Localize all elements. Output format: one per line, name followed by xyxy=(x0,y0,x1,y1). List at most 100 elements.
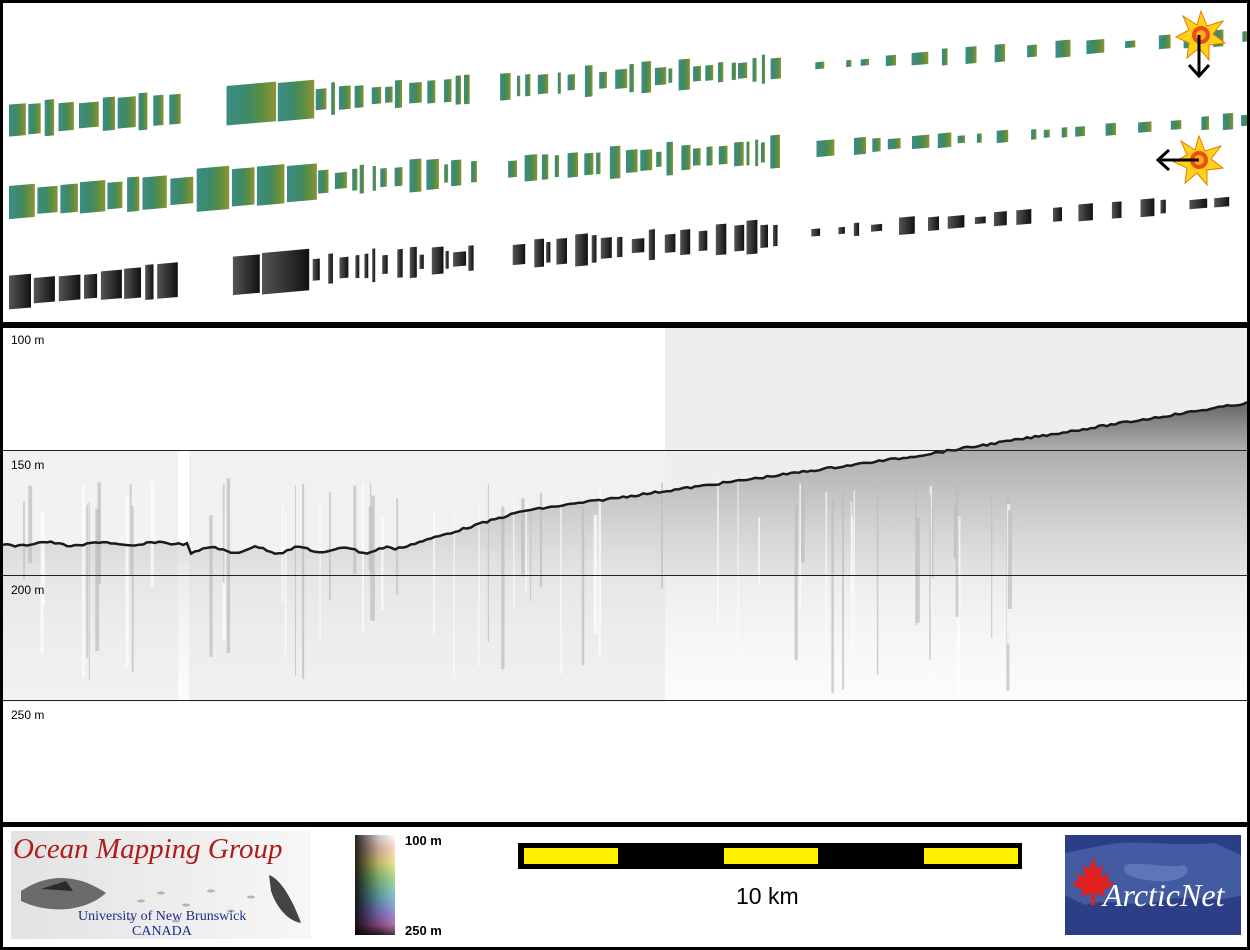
color-swath-patch xyxy=(226,81,277,126)
subbottom-profile-panel: 100 m 150 m 200 m 250 m xyxy=(3,328,1247,822)
color-swath-patch xyxy=(107,181,123,210)
color-swath-patch xyxy=(567,152,578,178)
color-swath-patch xyxy=(656,151,662,168)
color-swath-patch xyxy=(471,160,477,183)
gray-swath-patch xyxy=(124,267,141,300)
color-swath-patch xyxy=(1170,120,1182,130)
gray-swath-patch xyxy=(556,237,568,265)
omg-logo-art xyxy=(21,875,301,923)
color-swath-patch xyxy=(718,61,724,83)
color-swath-patch xyxy=(755,139,759,167)
color-swath-patch xyxy=(584,152,594,176)
gray-swath-patch xyxy=(409,246,417,279)
color-bar-top-label: 100 m xyxy=(405,833,442,848)
color-swath-patch xyxy=(426,158,439,190)
gray-swath-patch xyxy=(1189,198,1208,210)
gray-swath-patch xyxy=(760,224,768,249)
color-swath-patch xyxy=(380,168,387,188)
gray-swath-patch xyxy=(928,216,939,231)
color-swath-patch xyxy=(705,64,714,81)
color-swath-patch xyxy=(854,136,866,155)
color-swath-patch xyxy=(102,96,116,131)
scale-bar xyxy=(518,843,1022,869)
swath-backscatter-gray xyxy=(9,196,1230,310)
color-swath-patch xyxy=(371,86,382,105)
gray-swath-patch xyxy=(157,262,178,299)
color-swath-patch xyxy=(629,63,634,93)
gray-swath-patch xyxy=(773,224,778,247)
gray-swath-patch xyxy=(974,216,986,225)
color-swath-patch xyxy=(693,147,701,166)
color-swath-patch xyxy=(80,180,106,214)
color-swath-patch xyxy=(584,65,593,98)
color-swath-patch xyxy=(738,62,748,79)
sediment-fill xyxy=(3,402,1247,702)
color-swath-patch xyxy=(976,133,982,143)
scale-bar-segment xyxy=(924,848,1018,864)
scale-bar-label: 10 km xyxy=(736,883,799,909)
gray-swath-patch xyxy=(616,236,623,258)
color-swath-patch xyxy=(1027,44,1037,58)
color-swath-patch xyxy=(816,139,835,158)
gray-swath-patch xyxy=(419,254,424,270)
color-swath-patch xyxy=(9,183,35,220)
gray-swath-patch xyxy=(33,276,55,304)
color-swath-patch xyxy=(9,103,26,137)
depth-label-150: 150 m xyxy=(11,458,45,472)
color-swath-patch xyxy=(1158,34,1171,50)
omg-country: CANADA xyxy=(132,924,192,939)
depth-label-100: 100 m xyxy=(11,333,45,347)
color-swath-patch xyxy=(1125,40,1136,49)
color-swath-patch xyxy=(731,62,737,81)
color-swath-patch xyxy=(318,169,329,194)
color-swath-patch xyxy=(1105,122,1116,136)
color-swath-patch xyxy=(937,132,952,149)
color-swath-patch xyxy=(1201,116,1210,131)
gray-swath-patch xyxy=(339,256,349,279)
scale-bar-segment xyxy=(524,848,618,864)
color-swath-patch xyxy=(1241,114,1247,127)
color-swath-patch xyxy=(815,61,825,70)
depth-label-200: 200 m xyxy=(11,583,45,597)
gray-swath-patch xyxy=(947,214,965,229)
color-swath-patch xyxy=(44,99,55,137)
gray-swath-patch xyxy=(853,222,860,237)
swath-map-panel xyxy=(3,3,1247,322)
color-swath-patch xyxy=(525,74,531,97)
depth-gridline xyxy=(3,450,1247,451)
color-swath-patch xyxy=(1086,38,1105,55)
color-swath-patch xyxy=(127,176,140,212)
arrow-left-icon xyxy=(1155,148,1199,172)
depth-color-bar-shade xyxy=(355,835,395,935)
gray-swath-patch xyxy=(575,233,588,267)
gray-swath-patch xyxy=(445,250,449,269)
color-swath-patch xyxy=(60,183,78,214)
gray-swath-patch xyxy=(84,273,98,299)
color-swath-patch xyxy=(1061,127,1068,138)
seafloor-reflector xyxy=(3,400,1247,556)
gray-swath-patch xyxy=(648,229,655,261)
gray-swath-patch xyxy=(698,230,708,252)
color-swath-patch xyxy=(359,164,365,194)
color-swath-patch xyxy=(761,54,766,84)
color-swath-patch xyxy=(37,185,58,214)
color-swath-patch xyxy=(770,57,781,80)
color-swath-patch xyxy=(153,94,164,126)
color-swath-patch xyxy=(1055,39,1071,58)
color-swath-patch xyxy=(994,43,1006,63)
gray-swath-patch xyxy=(9,273,31,310)
color-swath-patch xyxy=(1222,112,1234,131)
color-swath-patch xyxy=(117,96,136,129)
color-swath-patch xyxy=(860,58,870,66)
water-column-streaks xyxy=(23,478,1012,697)
color-swath-patch xyxy=(1043,129,1050,138)
color-swath-patch xyxy=(693,65,701,82)
color-swath-patch xyxy=(846,59,852,68)
gray-swath-patch xyxy=(1078,203,1093,222)
color-swath-patch xyxy=(1075,126,1085,137)
color-swath-patch xyxy=(170,176,194,206)
color-swath-patch xyxy=(464,74,470,105)
color-swath-patch xyxy=(941,48,948,66)
color-swath-patch xyxy=(354,85,364,109)
color-swath-patch xyxy=(1242,31,1247,42)
